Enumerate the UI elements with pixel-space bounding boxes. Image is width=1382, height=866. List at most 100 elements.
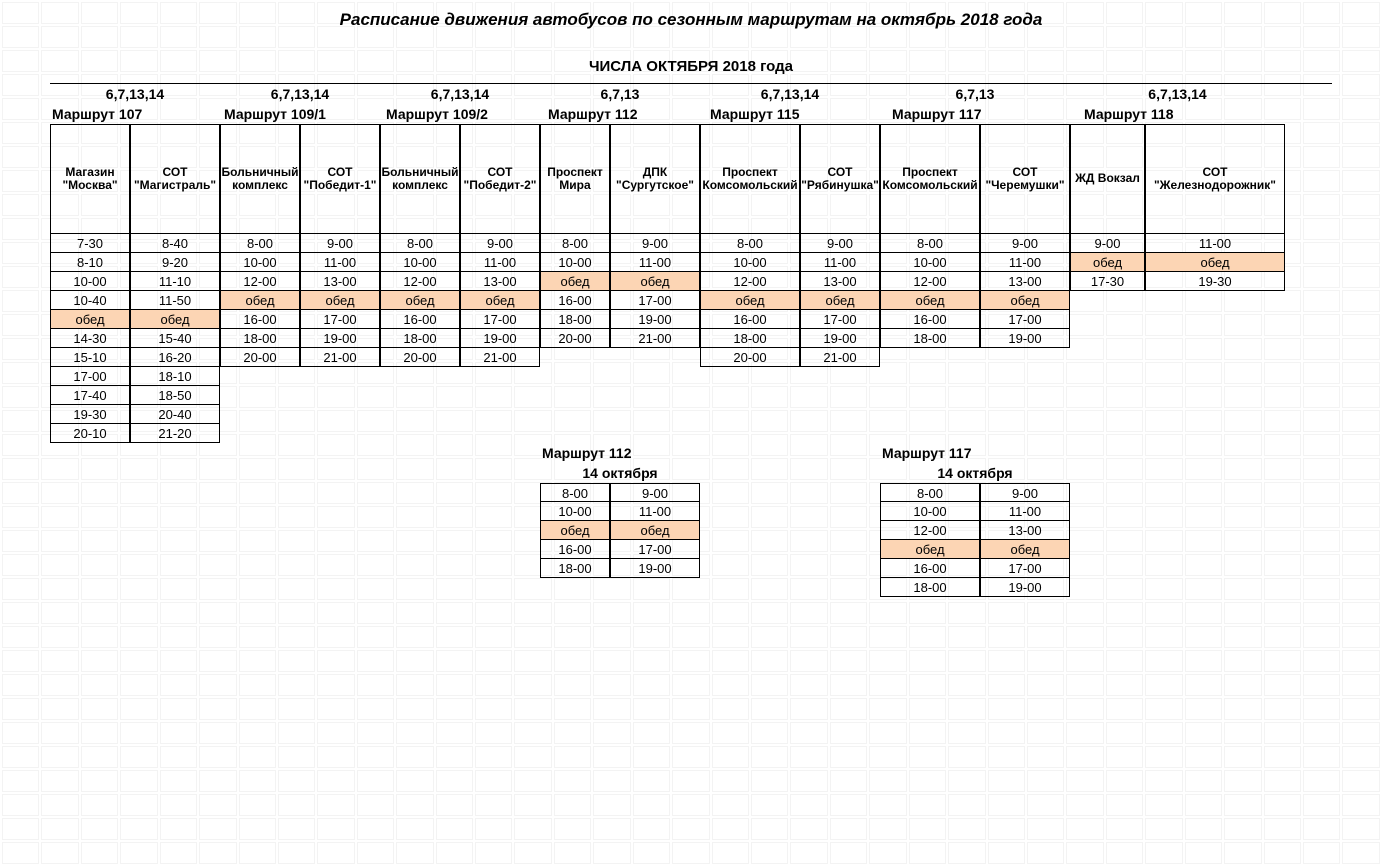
time-cell: 13-00 (460, 272, 540, 291)
time-row (700, 424, 880, 443)
time-row: 20-0021-00 (220, 348, 380, 367)
time-cell: 16-00 (700, 310, 800, 329)
time-cell: 10-00 (540, 502, 610, 521)
time-row: 20-0021-00 (380, 348, 540, 367)
time-cell: 15-10 (50, 348, 130, 367)
time-cell: 19-30 (1145, 272, 1285, 291)
route-body: 9-0011-00обедобед17-3019-30 (1070, 234, 1285, 597)
time-row: 16-0017-00 (220, 310, 380, 329)
lunch-cell: обед (300, 291, 380, 310)
sub-route-name: Маршрут 112 (540, 443, 700, 463)
time-row: обедобед (540, 272, 700, 291)
time-cell: 21-00 (610, 329, 700, 348)
time-row: 16-0017-00 (880, 310, 1070, 329)
route-name: Маршрут 112 (546, 104, 708, 124)
stop-header-cell: ЖД Вокзал (1070, 124, 1145, 234)
time-cell: 21-00 (800, 348, 880, 367)
time-row: 19-3020-40 (50, 405, 220, 424)
time-cell: 17-00 (300, 310, 380, 329)
route-dates: 6,7,13,14 (1070, 84, 1285, 104)
time-cell: 21-20 (130, 424, 220, 443)
time-cell: 11-00 (460, 253, 540, 272)
lunch-cell: обед (610, 272, 700, 291)
time-cell: 9-00 (980, 234, 1070, 253)
sub-route-date: 14 октября (540, 463, 700, 483)
time-cell: 8-00 (700, 234, 800, 253)
time-row: 17-3019-30 (1070, 272, 1285, 291)
time-row: 8-009-00 (380, 234, 540, 253)
time-row (1070, 386, 1285, 405)
dates-row: 6,7,13,146,7,13,146,7,13,146,7,136,7,13,… (0, 84, 1382, 104)
time-row (1070, 424, 1285, 443)
stop-header-cell: СОТ "Победит-2" (460, 124, 540, 234)
time-cell: 20-00 (700, 348, 800, 367)
time-row: 10-0011-00 (380, 253, 540, 272)
route-dates: 6,7,13,14 (50, 84, 220, 104)
stop-header-cell: СОТ "Рябинушка" (800, 124, 880, 234)
time-cell: 16-00 (880, 310, 980, 329)
route-name: Маршрут 118 (1082, 104, 1299, 124)
time-cell: 13-00 (300, 272, 380, 291)
time-cell: 11-00 (1145, 234, 1285, 253)
time-row (1070, 310, 1285, 329)
stop-header-cell: СОТ "Победит-1" (300, 124, 380, 234)
time-cell: 18-00 (220, 329, 300, 348)
route-dates: 6,7,13,14 (220, 84, 380, 104)
time-cell: 10-00 (220, 253, 300, 272)
time-row: 20-0021-00 (700, 348, 880, 367)
time-row (380, 405, 540, 424)
time-cell: 20-00 (220, 348, 300, 367)
time-row: 10-0011-00 (700, 253, 880, 272)
time-cell: 8-00 (880, 483, 980, 502)
lunch-cell: обед (540, 272, 610, 291)
time-row (880, 424, 1070, 443)
time-cell: 20-40 (130, 405, 220, 424)
stop-headers: Проспект КомсомольскийСОТ "Рябинушка" (700, 124, 880, 234)
time-row (540, 348, 700, 367)
stop-headers: Проспект МираДПК "Сургутское" (540, 124, 700, 234)
time-row: 16-0017-00 (700, 310, 880, 329)
time-row: 8-009-00 (540, 234, 700, 253)
time-cell: 9-00 (610, 234, 700, 253)
time-cell: 20-00 (380, 348, 460, 367)
lunch-cell: обед (50, 310, 130, 329)
time-cell: 7-30 (50, 234, 130, 253)
time-cell: 19-30 (50, 405, 130, 424)
time-row: 14-3015-40 (50, 329, 220, 348)
time-row (700, 405, 880, 424)
time-cell: 17-00 (980, 559, 1070, 578)
time-row (540, 424, 700, 443)
time-row: 12-0013-00 (380, 272, 540, 291)
time-row: 18-0019-00 (880, 329, 1070, 348)
time-row: 8-109-20 (50, 253, 220, 272)
time-cell: 17-00 (610, 540, 700, 559)
time-row: 8-009-00 (880, 483, 1070, 502)
time-cell: 17-00 (800, 310, 880, 329)
time-cell: 10-00 (700, 253, 800, 272)
time-row (880, 386, 1070, 405)
time-row (540, 367, 700, 386)
time-row: 18-0019-00 (220, 329, 380, 348)
time-row: обедобед (1070, 253, 1285, 272)
time-cell: 12-00 (380, 272, 460, 291)
lunch-cell: обед (880, 540, 980, 559)
time-row (700, 367, 880, 386)
lunch-cell: обед (1145, 253, 1285, 272)
route-name: Маршрут 109/1 (222, 104, 384, 124)
sub-route-name: Маршрут 117 (880, 443, 1070, 463)
time-cell: 17-40 (50, 386, 130, 405)
route-name: Маршрут 117 (890, 104, 1082, 124)
stop-header-cell: ДПК "Сургутское" (610, 124, 700, 234)
schedule-sheet: Расписание движения автобусов по сезонны… (0, 0, 1382, 597)
stop-headers: Больничный комплексСОТ "Победит-1" (220, 124, 380, 234)
time-cell: 8-40 (130, 234, 220, 253)
time-cell: 17-00 (980, 310, 1070, 329)
time-cell: 11-00 (980, 502, 1070, 521)
time-row (380, 367, 540, 386)
time-cell: 8-00 (540, 483, 610, 502)
time-row: 18-0019-00 (380, 329, 540, 348)
time-cell: 16-00 (540, 291, 610, 310)
time-row: обедобед (220, 291, 380, 310)
time-cell: 17-00 (460, 310, 540, 329)
time-cell: 19-00 (980, 329, 1070, 348)
